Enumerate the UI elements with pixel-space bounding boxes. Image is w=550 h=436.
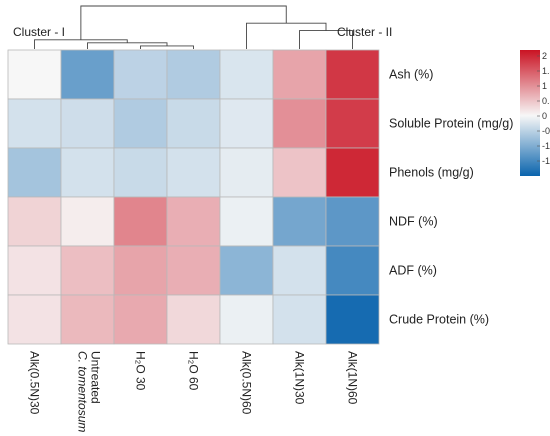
heatmap-cell [219, 98, 274, 149]
column-label: Untreated [89, 351, 103, 404]
heatmap-cell [113, 49, 168, 100]
heatmap-cell [7, 98, 62, 149]
heatmap-cell [7, 196, 62, 247]
heatmap-cell [272, 147, 327, 198]
heatmap-cell [325, 196, 380, 247]
heatmap-cell [113, 245, 168, 296]
heatmap-cell [166, 245, 221, 296]
heatmap-cell [325, 294, 380, 345]
dendrogram-branch [34, 39, 128, 49]
heatmap-cell [166, 147, 221, 198]
heatmap-cell [219, 147, 274, 198]
colorbar-tick-label: 1.5 [542, 66, 550, 76]
colorbar-tick-label: 0.5 [542, 96, 550, 106]
heatmap-cell [166, 98, 221, 149]
heatmap-cell [7, 147, 62, 198]
heatmap-cell [325, 147, 380, 198]
heatmap-cell [219, 245, 274, 296]
heatmap-cell [60, 245, 115, 296]
column-label-secondary: C. tomentosum [76, 351, 90, 432]
heatmap-cell [325, 98, 380, 149]
column-label: Alk(0.5N)60 [240, 351, 254, 415]
row-labels: Ash (%) Soluble Protein (mg/g) Phenols (mg… [389, 68, 513, 327]
heatmap-cell [60, 147, 115, 198]
heatmap-cell [113, 147, 168, 198]
column-label: Alk(1N)30 [293, 351, 307, 405]
column-label: Alk(0.5N)30 [28, 351, 42, 415]
cluster-1-label: Cluster - I [13, 25, 65, 39]
heatmap-cell [325, 245, 380, 296]
heatmap-cells [7, 49, 380, 345]
heatmap-cell [325, 49, 380, 100]
dendrogram-branch [246, 22, 327, 49]
row-label: Ash (%) [389, 68, 433, 82]
row-label: Crude Protein (%) [389, 313, 489, 327]
heatmap-cell [113, 98, 168, 149]
heatmap-cell [166, 196, 221, 247]
column-label: H₂O 30 [134, 351, 148, 391]
heatmap-cell [272, 294, 327, 345]
colorbar-tick-label: 1 [542, 81, 547, 91]
dendrogram-branch [80, 5, 287, 40]
heatmap-cell [60, 294, 115, 345]
heatmap-cell [219, 196, 274, 247]
heatmap-cell [60, 196, 115, 247]
heatmap-cell [166, 49, 221, 100]
heatmap-cell [272, 245, 327, 296]
heatmap-cell [7, 294, 62, 345]
column-dendrogram [34, 5, 353, 49]
colorbar: 2 1.5 1 0.5 0 -0.5 -1 -1.5 [520, 50, 550, 176]
column-label: Alk(1N)60 [346, 351, 360, 405]
heatmap-cell [166, 294, 221, 345]
colorbar-tick-label: -1 [542, 141, 550, 151]
column-label: H₂O 60 [187, 351, 201, 391]
heatmap-cell [272, 49, 327, 100]
heatmap-cell [219, 294, 274, 345]
heatmap-cell [7, 245, 62, 296]
cluster-2-label: Cluster - II [337, 25, 392, 39]
colorbar-tick-label: 2 [542, 51, 547, 61]
colorbar-tick-label: 0 [542, 111, 547, 121]
row-label: Soluble Protein (mg/g) [389, 117, 513, 131]
row-label: Phenols (mg/g) [389, 166, 474, 180]
heatmap-cell [60, 49, 115, 100]
colorbar-gradient [520, 50, 540, 176]
heatmap-cell [272, 196, 327, 247]
heatmap-cell [60, 98, 115, 149]
heatmap-cell [113, 196, 168, 247]
heatmap-cell [113, 294, 168, 345]
row-label: NDF (%) [389, 215, 438, 229]
heatmap-cell [7, 49, 62, 100]
heatmap-cell [219, 49, 274, 100]
heatmap-cell [272, 98, 327, 149]
dendrogram-branch [140, 45, 194, 49]
colorbar-tick-label: -0.5 [542, 126, 550, 136]
row-label: ADF (%) [389, 264, 437, 278]
colorbar-tick-label: -1.5 [542, 156, 550, 166]
